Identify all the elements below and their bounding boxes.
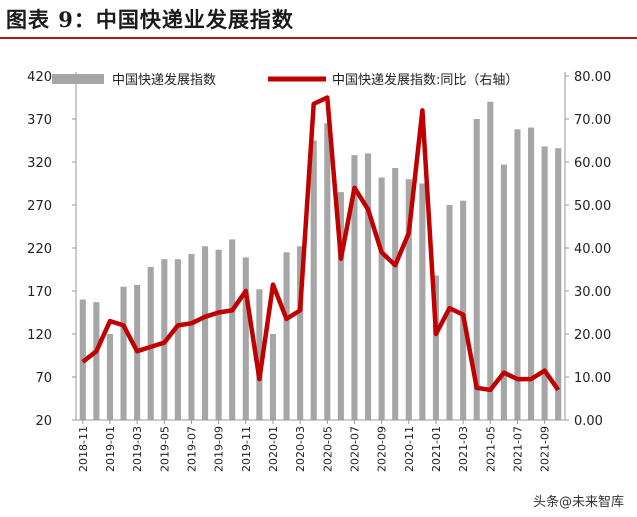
right-tick-label: 10.00: [574, 371, 611, 386]
bar: [500, 164, 507, 420]
bar: [174, 259, 181, 420]
left-tick-label: 220: [27, 242, 52, 257]
bar: [555, 148, 562, 421]
bar-series: [79, 101, 562, 421]
bar: [487, 101, 494, 421]
x-tick-label: 2020-01: [267, 426, 280, 472]
bar: [460, 200, 467, 420]
bar: [378, 177, 385, 420]
x-tick-label: 2020-05: [321, 426, 334, 472]
legend-bar-swatch: [52, 74, 104, 84]
bar: [283, 252, 290, 420]
x-tick-label: 2019-01: [104, 426, 117, 472]
x-tick-label: 2020-03: [294, 426, 307, 472]
bar: [405, 179, 412, 420]
x-tick-label: 2021-03: [457, 426, 470, 472]
legend-line-label: 中国快递发展指数:同比（右轴）: [332, 72, 518, 88]
x-tick-label: 2021-09: [539, 426, 552, 472]
right-tick-label: 40.00: [574, 242, 611, 257]
right-tick-label: 30.00: [574, 285, 611, 300]
bar: [147, 266, 154, 420]
bar: [527, 127, 535, 420]
x-tick-label: 2021-05: [484, 426, 497, 472]
bar: [364, 153, 372, 420]
x-axis-ticks: 2018-11 2019-01 2019-03 2019-05 2019-07 2019-…: [77, 420, 552, 472]
x-tick-label: 2019-03: [131, 426, 144, 472]
bar: [297, 246, 304, 420]
bar: [351, 155, 358, 420]
x-tick-label: 2021-01: [430, 426, 443, 472]
bar: [310, 140, 317, 420]
bar: [120, 286, 127, 420]
figure-title: 图表 9：中国快递业发展指数: [6, 7, 294, 32]
left-tick-label: 420: [27, 70, 52, 85]
left-tick-label: 120: [27, 328, 52, 343]
bar: [473, 119, 480, 420]
x-tick-label: 2019-09: [213, 426, 226, 472]
bar: [201, 246, 209, 420]
bar: [392, 168, 399, 420]
left-tick-label: 270: [27, 199, 52, 214]
right-tick-label: 80.00: [574, 70, 611, 85]
right-tick-label: 20.00: [574, 328, 611, 343]
x-tick-label: 2020-07: [348, 426, 361, 472]
x-tick-label: 2019-05: [158, 426, 171, 472]
legend: 中国快递发展指数 中国快递发展指数:同比（右轴）: [52, 72, 518, 88]
bar: [432, 275, 440, 420]
right-tick-label: 60.00: [574, 156, 611, 171]
right-tick-label: 0.00: [574, 414, 603, 429]
bar: [419, 183, 426, 420]
legend-bar-label: 中国快递发展指数: [112, 72, 216, 88]
x-tick-label: 2019-11: [240, 426, 253, 472]
left-tick-label: 370: [27, 113, 52, 128]
title-rule: [0, 37, 637, 39]
bar: [188, 254, 195, 420]
left-tick-label: 20: [35, 414, 52, 429]
yoy-line: [81, 95, 561, 393]
bar: [215, 249, 222, 420]
bar: [106, 334, 114, 420]
bar: [541, 146, 548, 420]
x-tick-label: 2018-11: [77, 426, 90, 472]
x-tick-label: 2020-11: [403, 426, 416, 472]
left-tick-label: 320: [27, 156, 52, 171]
bar: [93, 302, 100, 420]
bar: [269, 334, 277, 420]
bar: [256, 289, 263, 420]
left-axis-ticks: 20 70 120 170 220 270 320 370 420: [27, 70, 76, 429]
bar: [514, 129, 521, 420]
left-tick-label: 170: [27, 285, 52, 300]
bar: [242, 257, 249, 420]
x-tick-label: 2021-07: [511, 426, 524, 472]
left-tick-label: 70: [35, 371, 52, 386]
line-series: [81, 95, 561, 393]
bar: [337, 192, 344, 420]
x-tick-label: 2020-09: [376, 426, 389, 472]
x-tick-label: 2019-07: [185, 426, 198, 472]
right-tick-label: 50.00: [574, 199, 611, 214]
right-tick-label: 70.00: [574, 113, 611, 128]
bar: [229, 239, 236, 420]
right-axis-ticks: 0.00 10.00 20.00 30.00 40.00 50.00 60.00 70.00 8…: [565, 70, 611, 429]
watermark: 头条@未来智库: [529, 490, 627, 511]
chart-axes: [75, 72, 566, 421]
bar: [324, 123, 331, 421]
